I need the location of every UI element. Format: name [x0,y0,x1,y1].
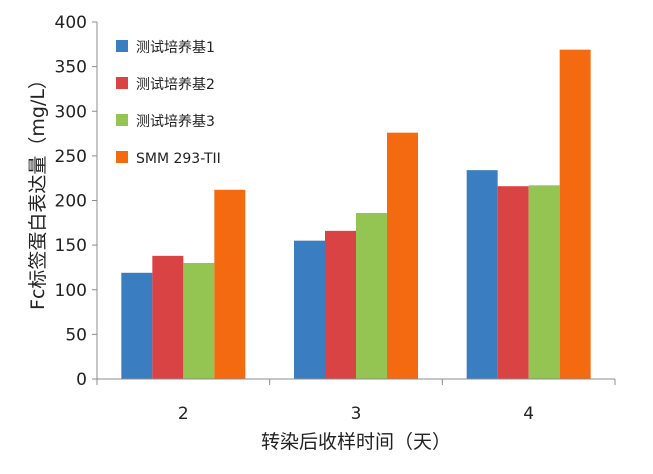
bar-series-1-cat-2 [121,272,153,379]
y-tick-label: 150 [55,236,87,256]
y-tick-label: 0 [76,370,87,390]
y-axis-title: Fc标签蛋白表达量（mg/L） [27,70,49,310]
bar-series-4-cat-2 [214,189,246,379]
bar-series-1-cat-3 [294,240,325,379]
x-tick-label: 2 [178,404,189,424]
legend-swatch [116,114,128,126]
bar-series-3-cat-2 [183,262,215,379]
legend-swatch [116,77,128,89]
legend-swatch [116,40,128,52]
y-tick-label: 250 [55,147,87,167]
y-tick-label: 350 [55,58,87,78]
legend-label: 测试培养基1 [136,39,215,56]
bar-series-4-cat-4 [559,49,591,379]
bar-series-2-cat-3 [325,230,356,379]
bar-series-2-cat-2 [152,255,184,379]
bar-series-1-cat-4 [466,170,498,379]
legend-swatch [116,151,128,163]
bar-series-3-cat-4 [528,185,560,379]
bar-series-4-cat-3 [387,132,418,379]
bar-series-3-cat-3 [356,212,387,379]
x-axis-title: 转染后收样时间（天） [261,431,451,453]
y-tick-label: 100 [55,281,87,301]
x-tick-label: 4 [523,404,534,424]
y-tick-label: 200 [55,192,87,212]
bar-series-2-cat-4 [497,186,529,379]
y-tick-label: 50 [65,325,87,345]
x-tick-label: 3 [351,404,362,424]
legend-label: SMM 293-TII [136,151,221,167]
y-tick-label: 400 [55,13,87,33]
y-tick-label: 300 [55,102,87,122]
legend-label: 测试培养基2 [136,76,215,93]
legend-label: 测试培养基3 [136,113,215,130]
